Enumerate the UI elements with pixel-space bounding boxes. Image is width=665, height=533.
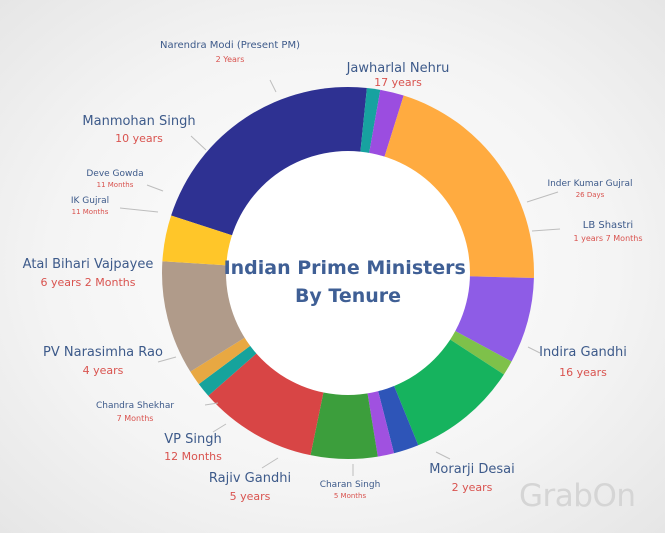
leader-line-manmohan-singh <box>190 135 207 151</box>
duration-jawharlal-nehru: 17 years <box>374 76 422 89</box>
leader-line-deve-gowda <box>146 184 164 192</box>
svg-text:Indian Prime Ministers By: Indian Prime Ministers By Tenure <box>224 257 473 307</box>
label-chandra-shekhar: Chandra Shekhar <box>96 401 174 411</box>
duration-morarji-desai: 2 years <box>452 481 493 494</box>
leader-line-indira-gandhi <box>527 346 541 354</box>
label-morarji-desai: Morarji Desai <box>429 462 515 477</box>
duration-lb-shastri: 1 years 7 Months <box>573 234 642 243</box>
duration-charan-singh: 5 Months <box>334 492 367 500</box>
duration-pv-narasimha-rao: 4 years <box>83 364 124 377</box>
grabon-logo: GrabOn <box>519 478 636 514</box>
label-ik-gujral: IK Gujral <box>71 196 109 206</box>
chart-title-line1: Indian Prime Ministers <box>224 257 466 279</box>
leader-line-morarji-desai <box>435 451 451 460</box>
duration-atal-bihari-vajpayee: 6 years 2 Months <box>41 276 136 289</box>
leader-line-narendra-modi-present-pm <box>269 79 277 93</box>
label-lb-shastri: LB Shastri <box>583 220 633 231</box>
duration-narendra-modi-present-pm: 2 Years <box>216 55 245 64</box>
chart-title-line2: By Tenure <box>295 285 401 307</box>
label-narendra-modi-present-pm: Narendra Modi (Present PM) <box>160 40 300 51</box>
label-atal-bihari-vajpayee: Atal Bihari Vajpayee <box>23 257 154 272</box>
label-pv-narasimha-rao: PV Narasimha Rao <box>43 345 163 360</box>
duration-manmohan-singh: 10 years <box>115 132 163 145</box>
label-jawharlal-nehru: Jawharlal Nehru <box>346 61 450 76</box>
duration-inder-kumar-gujral: 26 Days <box>576 191 605 199</box>
label-vp-singh: VP Singh <box>164 432 221 447</box>
duration-vp-singh: 12 Months <box>164 450 222 463</box>
leader-line-ik-gujral <box>119 207 159 213</box>
duration-chandra-shekhar: 7 Months <box>117 414 154 423</box>
leader-line-chandra-shekhar <box>204 402 219 406</box>
leader-line-lb-shastri <box>531 228 561 232</box>
duration-deve-gowda: 11 Months <box>97 181 134 189</box>
leader-line-pv-narasimha-rao <box>157 356 177 363</box>
leader-line-inder-kumar-gujral <box>526 191 559 203</box>
label-charan-singh: Charan Singh <box>320 480 381 490</box>
duration-rajiv-gandhi: 5 years <box>230 490 271 503</box>
label-rajiv-gandhi: Rajiv Gandhi <box>209 471 291 486</box>
label-indira-gandhi: Indira Gandhi <box>539 345 627 360</box>
leader-line-rajiv-gandhi <box>261 457 279 469</box>
label-inder-kumar-gujral: Inder Kumar Gujral <box>547 179 632 189</box>
leader-line-vp-singh <box>212 423 227 433</box>
center-hole <box>226 151 470 395</box>
duration-ik-gujral: 11 Months <box>72 208 109 216</box>
label-manmohan-singh: Manmohan Singh <box>82 114 195 129</box>
duration-indira-gandhi: 16 years <box>559 366 607 379</box>
label-deve-gowda: Deve Gowda <box>86 169 143 179</box>
